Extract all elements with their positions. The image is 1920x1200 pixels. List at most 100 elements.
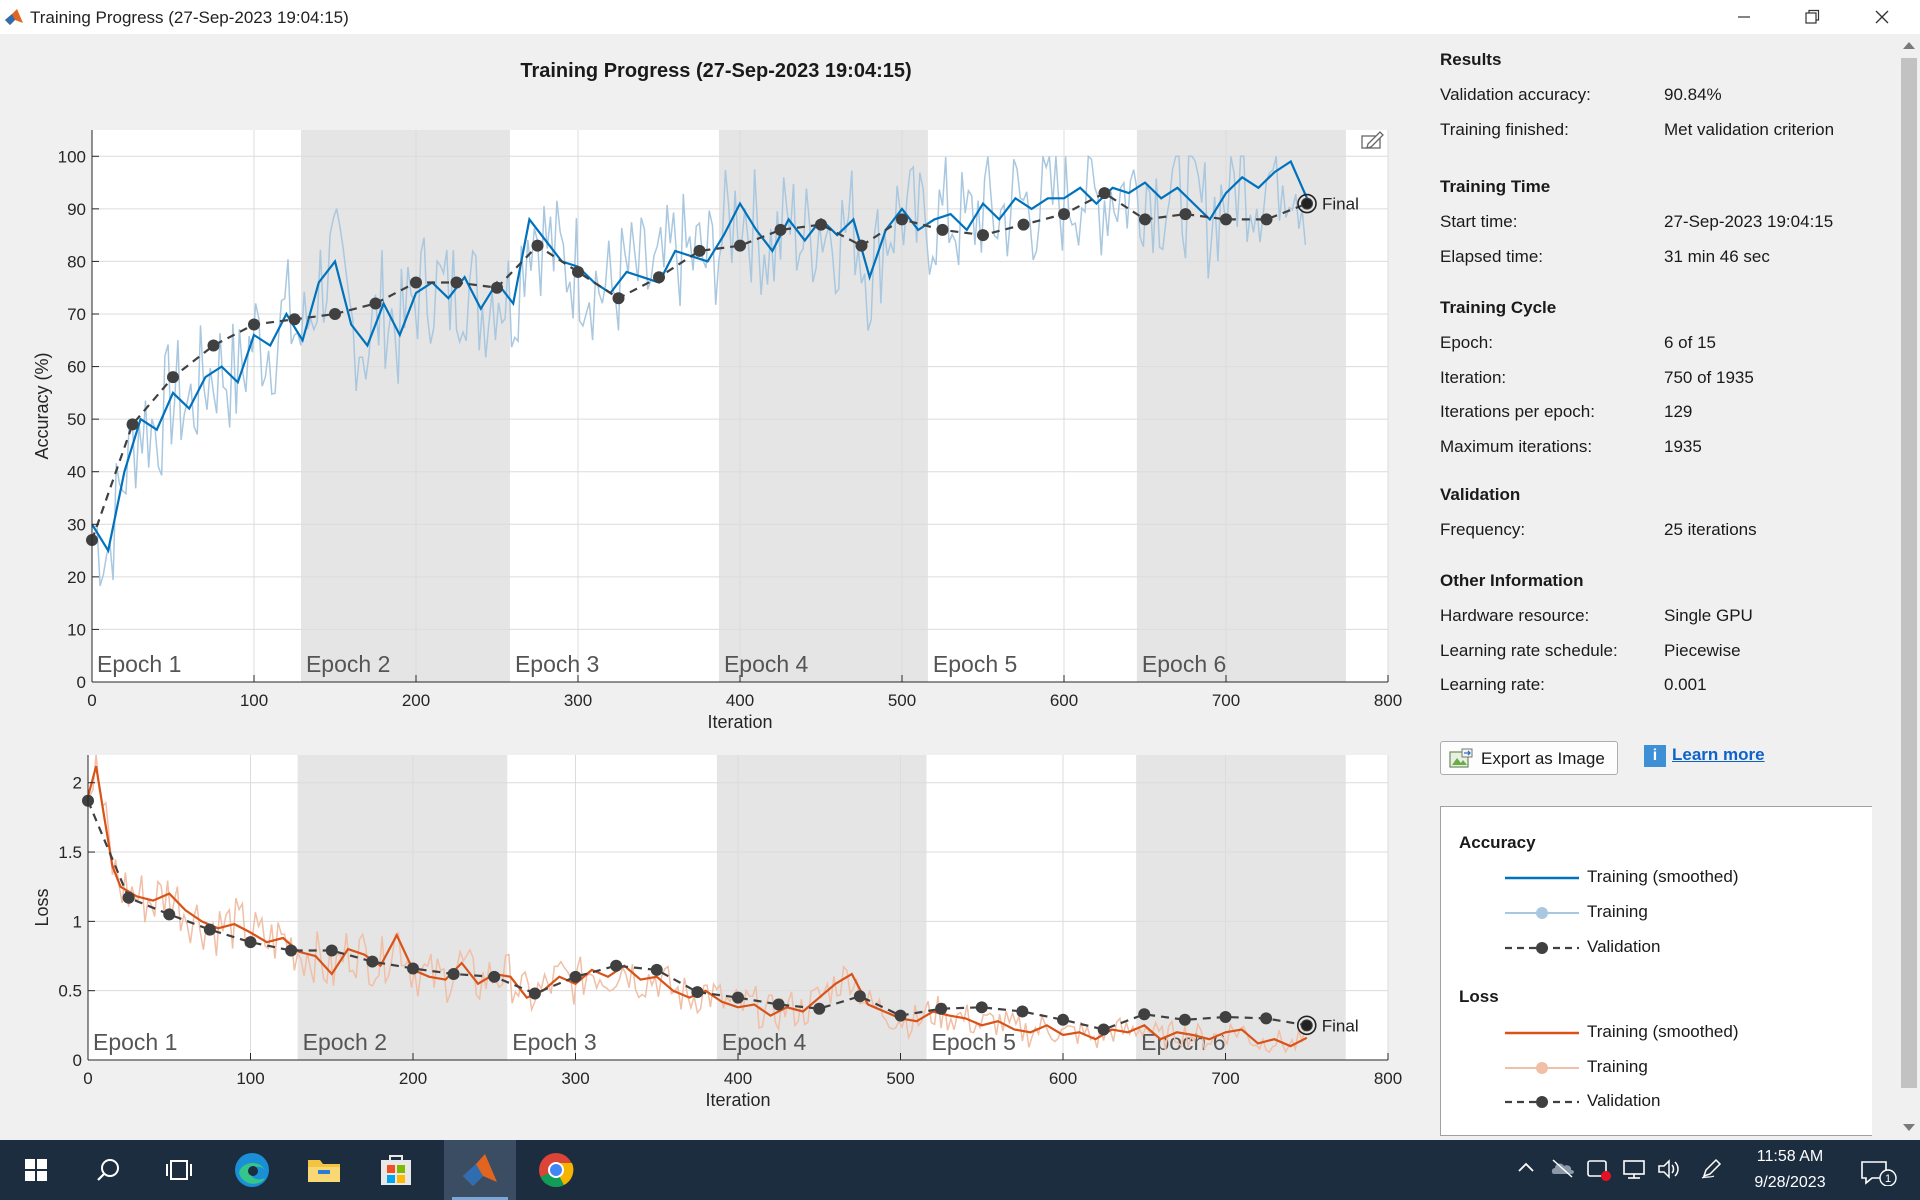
validation-point [691,986,704,999]
validation-point [407,962,419,975]
validation-point [167,371,179,384]
y-axis-label: Loss [32,888,52,926]
learn-more-link[interactable]: Learn more [1672,745,1765,764]
pen-icon[interactable] [1700,1158,1722,1180]
onedrive-icon[interactable] [1550,1158,1576,1178]
info-label: Iterations per epoch: [1440,402,1595,421]
y-tick-label: 10 [67,620,86,639]
edge-button[interactable] [216,1140,288,1200]
y-tick-label: 90 [67,200,86,219]
y-axis-label: Accuracy (%) [32,352,52,459]
epoch-band [1136,755,1346,1060]
matlab-button[interactable] [444,1140,516,1200]
legend-loss-smoothed: Training (smoothed) [1503,1022,1823,1044]
y-tick-label: 20 [67,568,86,587]
recording-status-icon[interactable] [1586,1158,1612,1182]
window-titlebar: Training Progress (27-Sep-2023 19:04:15) [0,0,1920,34]
x-tick-label: 700 [1212,691,1240,710]
restore-button[interactable] [1778,0,1846,34]
validation-point [122,891,135,904]
validation-point [734,239,746,252]
close-button[interactable] [1848,0,1916,34]
task-view-button[interactable] [144,1140,216,1200]
x-axis-label: Iteration [705,1090,770,1110]
clock-date: 9/28/2023 [1754,1174,1826,1191]
close-icon [1875,10,1889,24]
validation-point [813,1002,826,1015]
x-tick-label: 600 [1049,1069,1077,1088]
training-raw-line [93,154,1307,587]
x-tick-label: 600 [1050,691,1078,710]
edge-icon [235,1153,269,1187]
volume-icon[interactable] [1656,1158,1682,1180]
minimize-icon [1738,16,1750,18]
epoch-label: Epoch 2 [303,1029,387,1055]
x-tick-label: 500 [888,691,916,710]
validation-point [894,1009,907,1022]
x-tick-label: 300 [561,1069,589,1088]
info-icon: i [1644,745,1666,767]
final-marker-dot [1302,198,1312,209]
info-value: Piecewise [1664,640,1741,660]
store-button[interactable] [360,1140,432,1200]
validation-point [772,998,785,1011]
y-tick-label: 0.5 [58,982,82,1001]
epoch-band [718,130,928,682]
validation-point [1220,213,1232,226]
epoch-label: Epoch 3 [512,1029,596,1055]
info-value: 31 min 46 sec [1664,246,1770,266]
validation-point [1016,1005,1029,1018]
validation-point [975,1001,988,1014]
legend-loss-validation: Validation [1503,1091,1823,1113]
y-tick-label: 1.5 [58,843,82,862]
y-tick-label: 70 [67,305,86,324]
validation-point [244,936,257,949]
store-icon [381,1155,411,1185]
info-label: Training finished: [1440,119,1569,139]
info-label: Validation accuracy: [1440,85,1591,104]
validation-point [855,239,868,252]
vertical-scrollbar[interactable] [1898,34,1920,1140]
info-label: Learning rate: [1440,675,1545,694]
scroll-up-arrow-icon[interactable] [1903,42,1915,49]
taskbar-clock[interactable]: 11:58 AM 9/28/2023 [1730,1144,1850,1196]
network-icon[interactable] [1622,1158,1648,1180]
chrome-button[interactable] [520,1140,592,1200]
chart-title: Training Progress (27-Sep-2023 19:04:15) [520,60,912,82]
show-hidden-icons-icon[interactable] [1516,1158,1536,1178]
epoch-label: Epoch 1 [97,651,181,677]
validation-point [732,991,744,1004]
epoch-label: Epoch 4 [722,1029,807,1055]
info-label: Learning rate schedule: [1440,640,1618,660]
x-tick-label: 800 [1374,691,1402,710]
start-button[interactable] [0,1140,72,1200]
legend-loss-heading: Loss [1459,987,1499,1006]
validation-point [1178,1013,1191,1026]
y-tick-label: 30 [67,515,86,534]
x-tick-label: 300 [564,691,592,710]
validation-point [531,239,544,252]
epoch-label: Epoch 6 [1142,651,1226,677]
info-label: Epoch: [1440,333,1493,352]
axes-export-icon[interactable] [1360,128,1386,152]
x-tick-label: 200 [399,1069,427,1088]
scroll-down-arrow-icon[interactable] [1903,1124,1915,1131]
scrollbar-thumb[interactable] [1901,58,1917,1088]
info-value: 6 of 15 [1664,333,1716,352]
validation-point [1098,187,1111,200]
notifications-icon[interactable]: 1 [1858,1158,1898,1186]
validation-point [896,213,908,226]
validation-point [572,265,584,278]
validation-point [528,987,541,1000]
export-as-image-button[interactable]: Export as Image [1440,741,1618,775]
y-tick-label: 100 [58,147,86,166]
search-button[interactable] [72,1140,144,1200]
file-explorer-button[interactable] [288,1140,360,1200]
validation-point [207,339,220,352]
legend-line-icon [1505,1031,1579,1035]
window-title: Training Progress (27-Sep-2023 19:04:15) [30,8,349,27]
minimize-button[interactable] [1710,0,1778,34]
epoch-band [1136,130,1346,682]
y-tick-label: 50 [67,410,86,429]
epoch-label: Epoch 5 [933,651,1017,677]
